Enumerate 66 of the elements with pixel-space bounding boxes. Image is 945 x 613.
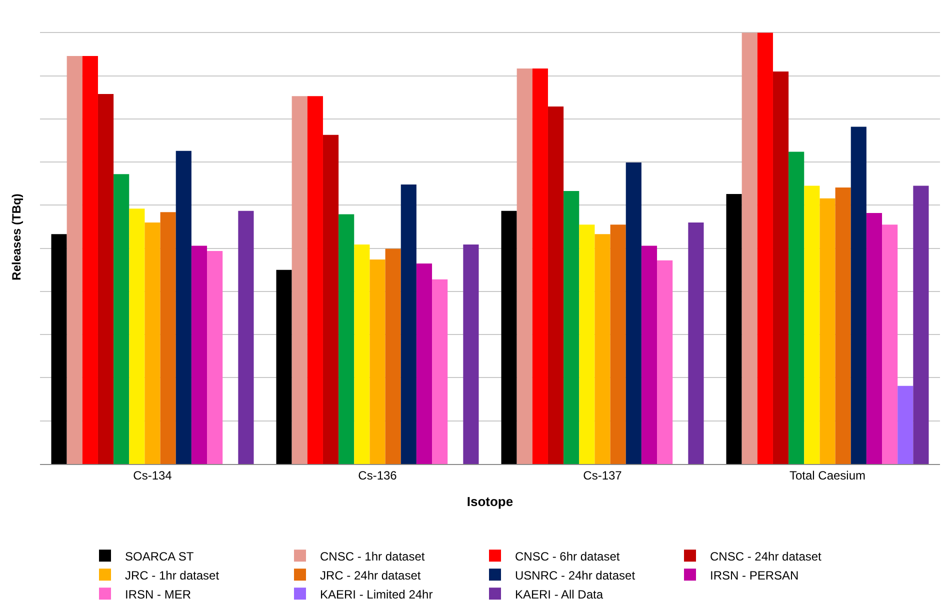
bar [772,72,789,464]
bar [207,250,223,464]
bar [882,224,898,464]
bar [463,244,479,464]
bar [532,68,548,464]
bar [820,198,836,464]
bar [385,248,401,464]
bar [804,186,820,464]
bar [757,32,773,464]
bar [129,208,145,464]
bar [338,214,354,464]
bar [370,260,386,464]
bar [432,279,448,464]
bar [835,188,851,464]
bar [51,234,67,464]
legend-label: JRC - 1hr dataset [125,568,220,582]
bar [354,244,370,464]
x-tick-label: Cs-136 [358,468,398,482]
legend-label: IRSN - PERSAN [710,568,799,582]
legend-label: IRSN - MER [125,587,192,602]
x-tick-label: Cs-134 [133,468,172,482]
bar [322,134,339,464]
bar [788,152,804,464]
bar [742,32,758,464]
legend-label: KAERI - Limited 24hr [320,587,433,602]
bar [641,246,658,464]
bar [594,234,610,464]
bar [191,246,208,464]
bar [176,150,192,464]
legend-label: USNRC - 24hr dataset [515,568,636,582]
bar [913,186,929,464]
bar [688,222,704,464]
bar [516,68,532,464]
bar [726,194,742,464]
bar [657,260,673,464]
bar [850,126,866,464]
x-tick-label: Cs-137 [583,468,622,482]
bar [160,212,176,464]
bar [238,210,254,464]
bar [564,190,580,464]
x-tick-label: Total Caesium [789,468,866,482]
legend-label: JRC - 24hr dataset [320,568,422,582]
y-axis-title: Releases (TBq) [9,194,24,280]
bar [292,96,308,464]
bar [548,106,564,464]
bar [626,162,642,464]
bar [144,222,160,464]
legend-label: SOARCA ST [125,549,194,564]
bar [416,263,432,464]
bar [610,224,626,464]
legend-label: KAERI - All Data [515,587,604,602]
bar [898,386,914,464]
bar [400,184,416,464]
legend-label: CNSC - 1hr dataset [320,549,426,564]
bar [307,96,323,464]
bar [501,210,517,464]
bar [98,94,114,464]
bar [114,174,130,464]
bar [579,224,595,464]
bar [276,270,292,464]
legend-label: CNSC - 24hr dataset [710,549,822,564]
bar [66,56,82,464]
bar [82,56,98,464]
legend-label: CNSC - 6hr dataset [515,549,620,564]
x-axis-title: Isotope [466,494,514,509]
bar [866,212,882,464]
